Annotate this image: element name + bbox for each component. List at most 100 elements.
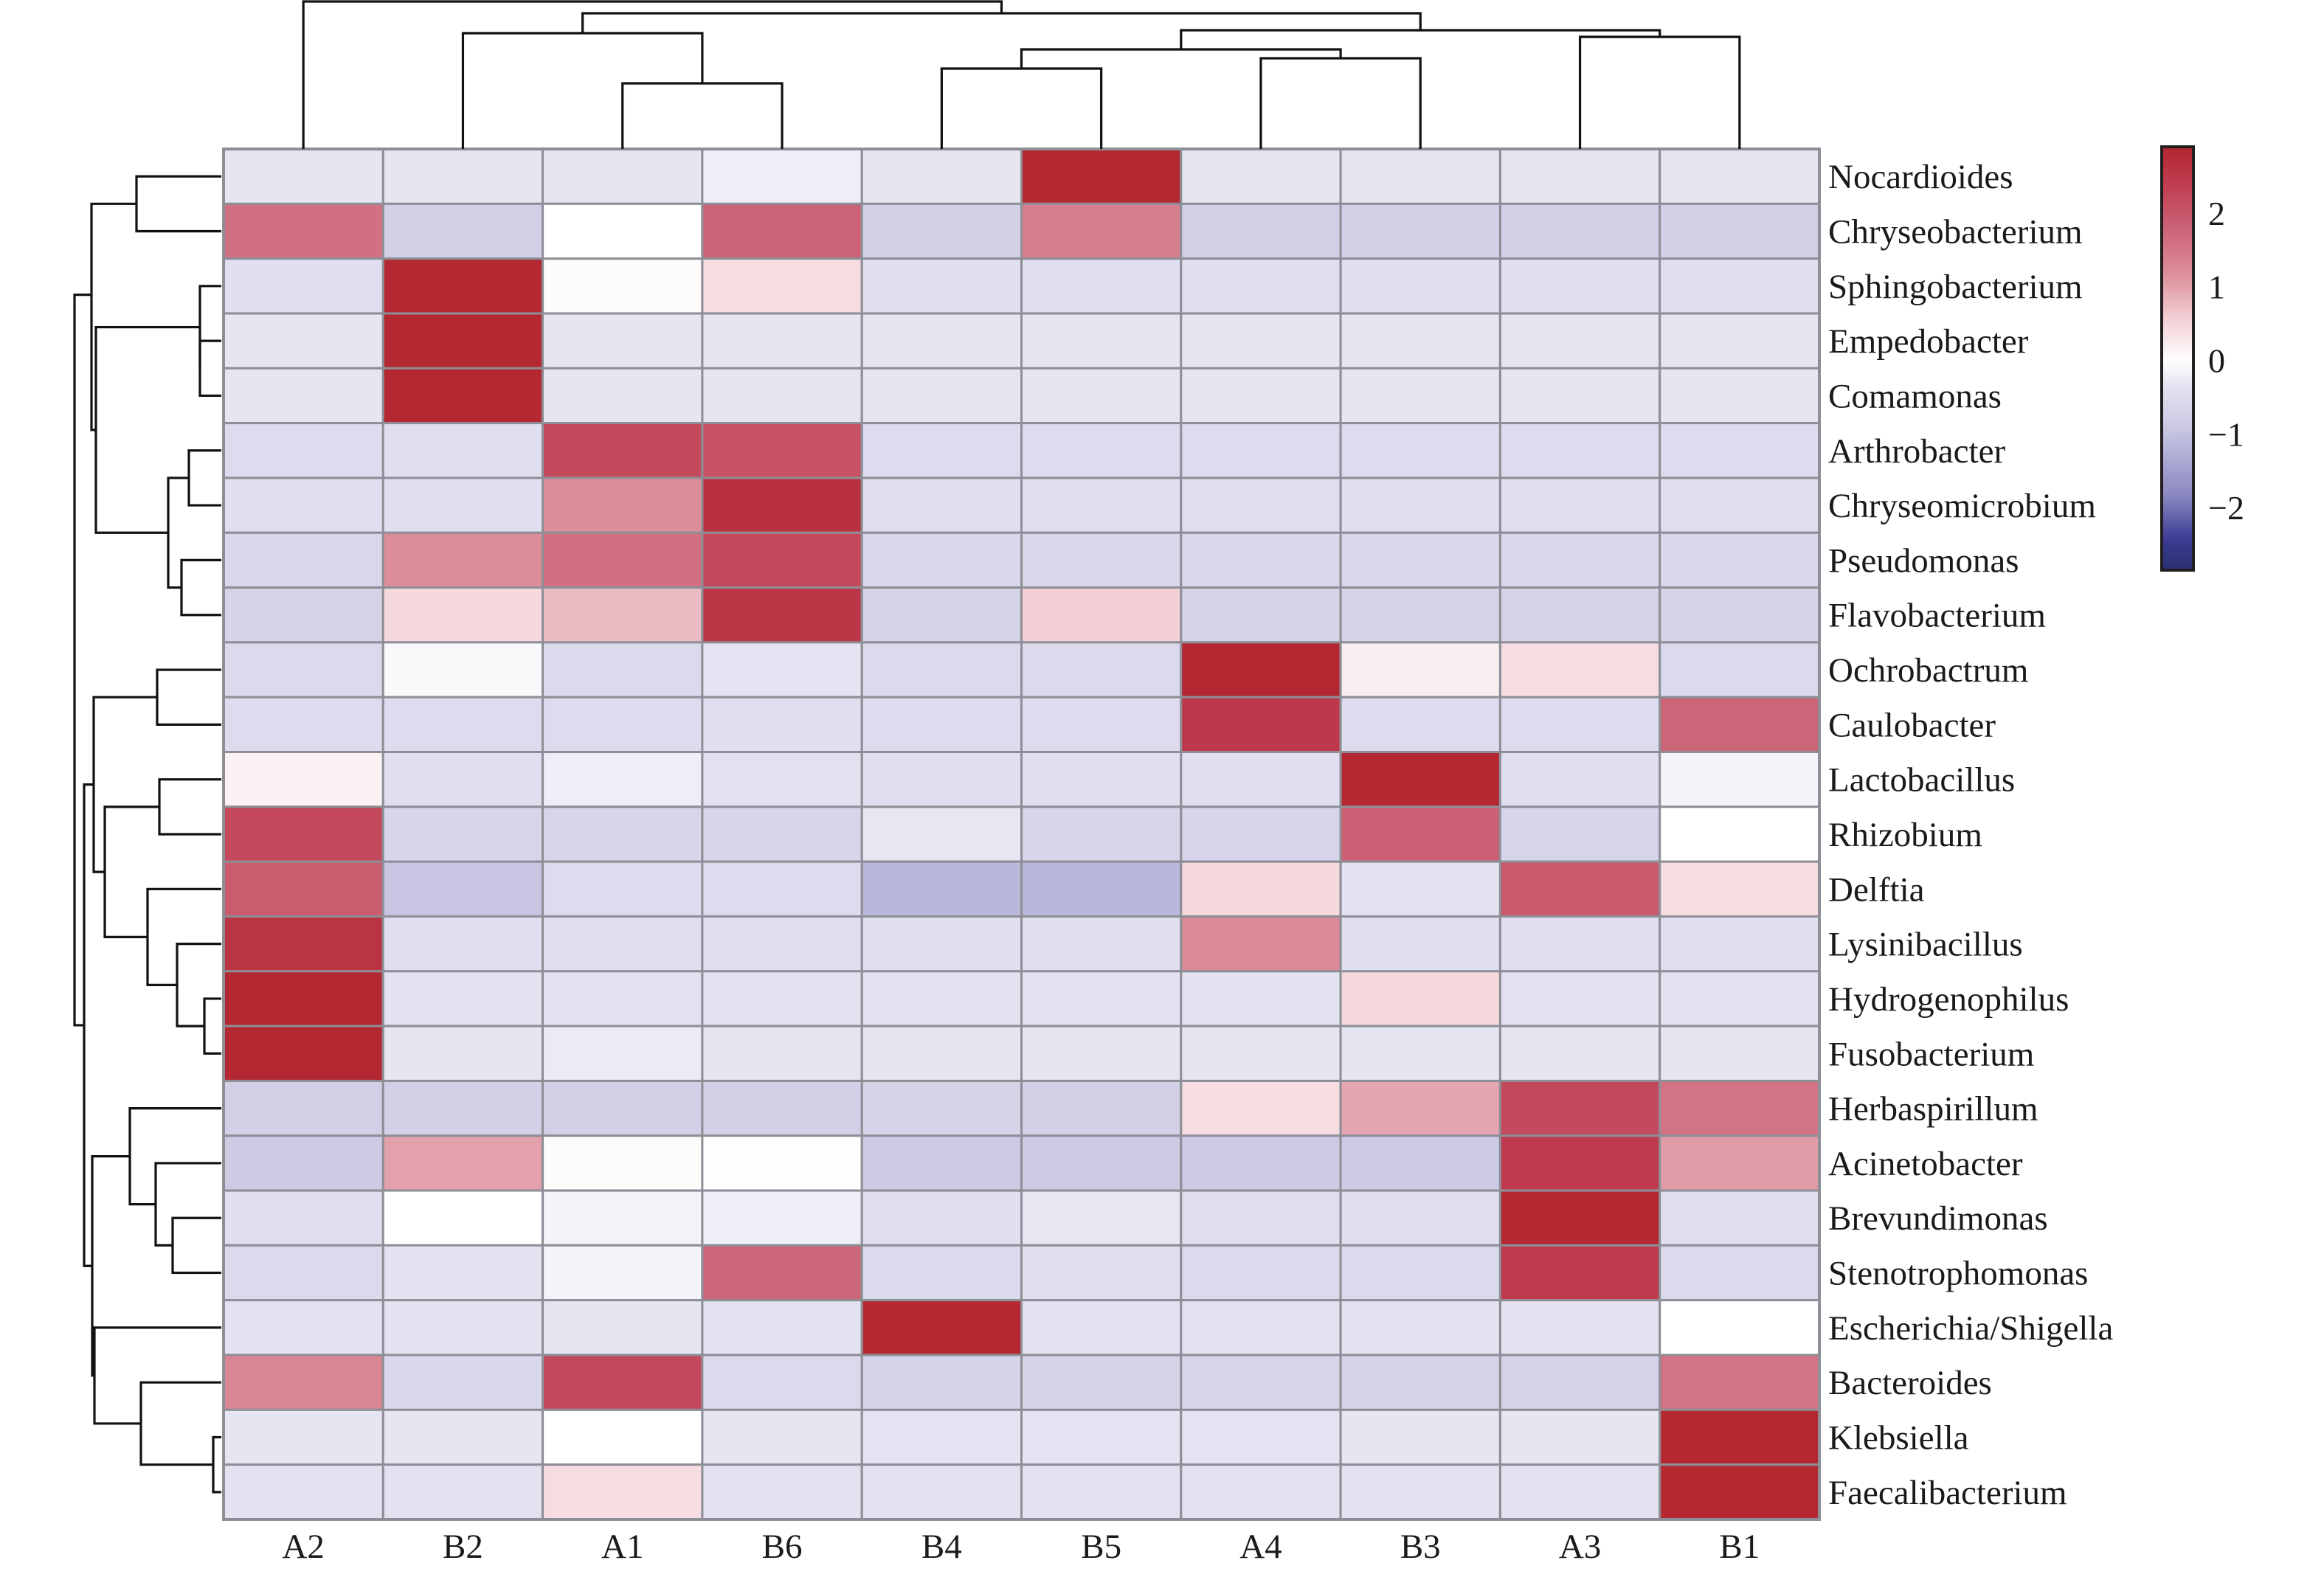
heatmap-cell — [1020, 1463, 1183, 1521]
heatmap-cell — [1659, 860, 1821, 918]
column-label: A2 — [282, 1528, 324, 1566]
heatmap-cell — [222, 805, 384, 863]
heatmap-cell — [1659, 1134, 1821, 1192]
heatmap-cell — [222, 915, 384, 973]
heatmap-cell — [222, 641, 384, 699]
heatmap-cell — [222, 1079, 384, 1137]
row-label: Empedobacter — [1828, 322, 2029, 361]
row-label: Lactobacillus — [1828, 761, 2015, 800]
heatmap-cell — [1020, 422, 1183, 479]
heatmap-cell — [860, 1189, 1023, 1247]
heatmap-cell — [1020, 476, 1183, 534]
row-label: Nocardioides — [1828, 158, 2013, 196]
heatmap-cell — [381, 586, 544, 644]
heatmap-cell — [542, 1244, 704, 1302]
heatmap-cell — [1180, 1354, 1342, 1411]
heatmap-cell — [860, 1299, 1023, 1356]
heatmap-cell — [701, 1354, 863, 1411]
column-label: A1 — [601, 1528, 643, 1566]
heatmap-cell — [222, 1244, 384, 1302]
row-label: Caulobacter — [1828, 706, 1996, 744]
heatmap-cell — [1180, 531, 1342, 589]
colorbar-gradient — [2160, 145, 2195, 572]
col-dendro-link — [1180, 29, 1661, 49]
heatmap-cell — [1498, 1408, 1661, 1466]
heatmap-cell — [1498, 422, 1661, 479]
heatmap-cell — [1498, 805, 1661, 863]
heatmap-cell — [1339, 1025, 1501, 1082]
heatmap-cell — [860, 1244, 1023, 1302]
heatmap-cell — [860, 641, 1023, 699]
heatmap-cell — [1020, 1354, 1183, 1411]
row-label: Arthrobacter — [1828, 432, 2005, 471]
column-label: B6 — [762, 1528, 803, 1566]
heatmap-cell — [1180, 367, 1342, 425]
heatmap-cell — [860, 805, 1023, 863]
colorbar-tick-label: 1 — [2208, 268, 2225, 306]
heatmap-cell — [860, 915, 1023, 973]
row-label: Acinetobacter — [1828, 1145, 2023, 1183]
column-label: A3 — [1559, 1528, 1601, 1566]
row-dendro-link — [198, 339, 221, 398]
heatmap-cell — [701, 641, 863, 699]
heatmap-cell — [222, 1025, 384, 1082]
heatmap-cell — [860, 860, 1023, 918]
heatmap-cell — [1339, 805, 1501, 863]
heatmap-cell — [1498, 1463, 1661, 1521]
heatmap-cell — [1339, 367, 1501, 425]
heatmap-cell — [542, 860, 704, 918]
heatmap-cell — [701, 805, 863, 863]
heatmap-cell — [1498, 476, 1661, 534]
heatmap-cell — [1180, 257, 1342, 315]
row-label: Rhizobium — [1828, 816, 1982, 854]
heatmap-cell — [1659, 476, 1821, 534]
heatmap-cell — [222, 202, 384, 260]
heatmap-cell — [1020, 641, 1183, 699]
heatmap-cell — [1339, 531, 1501, 589]
heatmap-cell — [701, 1408, 863, 1466]
heatmap-cell — [1180, 476, 1342, 534]
col-dendro-link — [940, 67, 1103, 149]
heatmap-cell — [542, 202, 704, 260]
heatmap-cell — [860, 751, 1023, 808]
row-dendro-link — [171, 1216, 221, 1275]
heatmap-cell — [1339, 586, 1501, 644]
heatmap-cell — [701, 531, 863, 589]
row-dendro-link — [154, 1162, 221, 1247]
heatmap-cell — [381, 751, 544, 808]
heatmap-cell — [542, 476, 704, 534]
row-label: Sphingobacterium — [1828, 268, 2083, 306]
heatmap-cell — [542, 1025, 704, 1082]
column-label: B3 — [1400, 1528, 1441, 1566]
row-dendro-link — [156, 668, 221, 726]
heatmap-cell — [1180, 696, 1342, 754]
heatmap-cell — [860, 202, 1023, 260]
heatmap-cell — [860, 1408, 1023, 1466]
heatmap-cell — [1659, 531, 1821, 589]
heatmap-cell — [1498, 148, 1661, 205]
heatmap-cell — [701, 586, 863, 644]
heatmap-cell — [1659, 148, 1821, 205]
heatmap-cell — [1180, 1244, 1342, 1302]
heatmap-cell — [1498, 915, 1661, 973]
heatmap-cell — [701, 696, 863, 754]
row-label: Comamonas — [1828, 377, 2002, 415]
heatmap-cell — [381, 476, 544, 534]
heatmap-cell — [1659, 312, 1821, 370]
row-dendro-link — [93, 1326, 221, 1425]
heatmap-cell — [222, 1299, 384, 1356]
heatmap-cell — [1020, 202, 1183, 260]
heatmap-cell — [381, 257, 544, 315]
heatmap-cell — [1339, 751, 1501, 808]
heatmap-cell — [1339, 148, 1501, 205]
heatmap-cell — [701, 312, 863, 370]
heatmap-cell — [701, 257, 863, 315]
row-label: Pseudomonas — [1828, 541, 2019, 580]
heatmap-cell — [381, 860, 544, 918]
heatmap-cell — [381, 202, 544, 260]
heatmap-cell — [860, 696, 1023, 754]
column-label: B5 — [1081, 1528, 1121, 1566]
row-label: Delftia — [1828, 870, 1925, 909]
heatmap-cell — [1180, 915, 1342, 973]
